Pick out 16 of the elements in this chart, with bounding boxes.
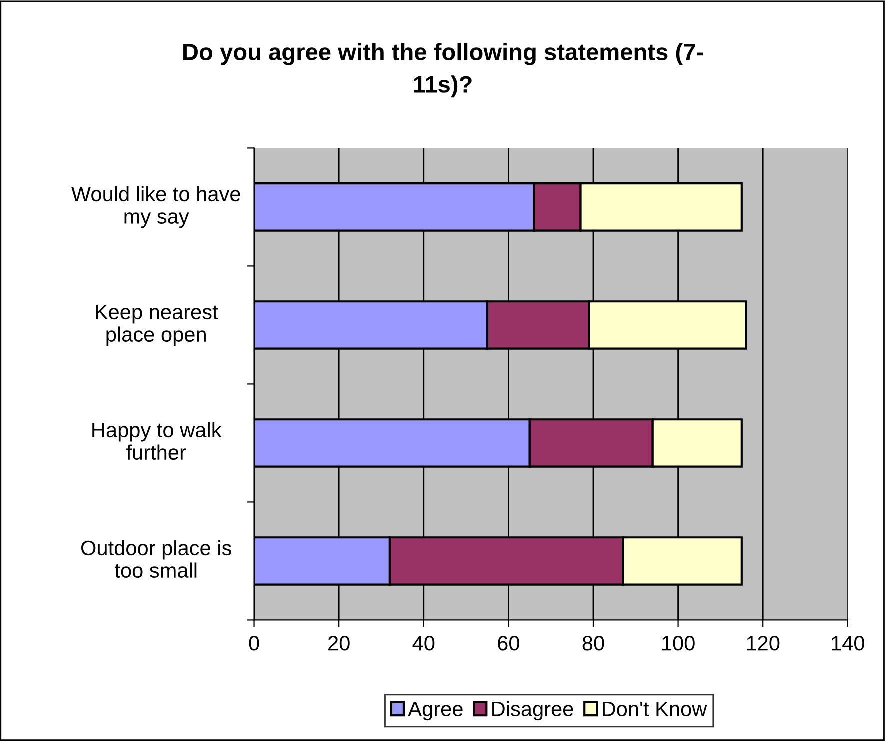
x-tick-label: 140 (832, 636, 864, 651)
x-tick-label: 120 (747, 636, 780, 651)
legend-label: Don't Know (602, 702, 708, 717)
x-tick-label: 20 (328, 636, 350, 651)
x-tick-label: 80 (582, 636, 604, 651)
y-tick-label: Would like to have my say (72, 186, 240, 228)
x-tick-label: 0 (249, 636, 260, 651)
y-tick-label: Happy to walk further (92, 422, 222, 460)
x-tick-label: 60 (498, 636, 520, 651)
legend-label: Disagree (492, 701, 574, 721)
chart-title: Do you agree with the following statements (7- 11s)? (184, 43, 704, 98)
x-tick-label: 100 (662, 636, 695, 651)
legend-label: Agree (408, 702, 463, 721)
x-tick-label: 40 (412, 636, 435, 651)
y-tick-label: Outdoor place is too small (81, 540, 232, 578)
y-tick-label: Keep nearest place open (96, 305, 218, 346)
